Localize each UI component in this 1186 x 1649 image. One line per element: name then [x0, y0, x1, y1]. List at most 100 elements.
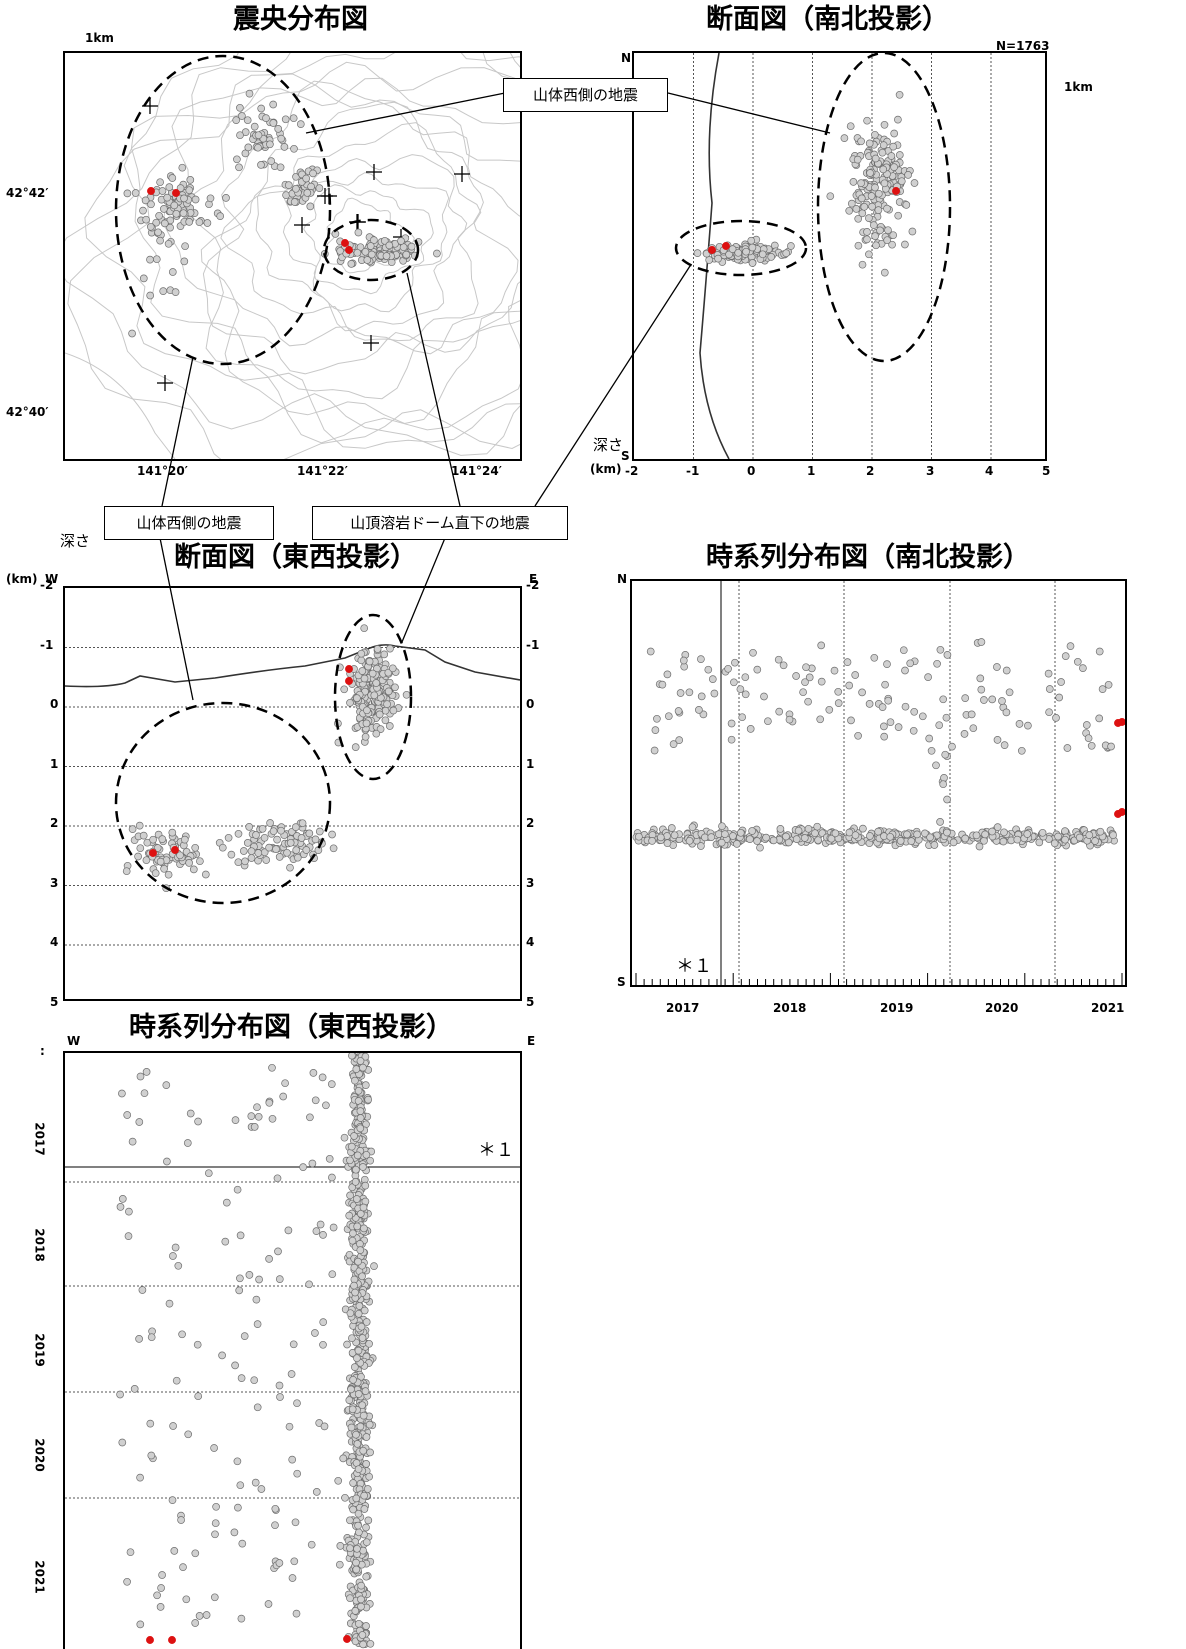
- contour-line: [202, 80, 520, 375]
- quake-marker: [358, 1401, 367, 1410]
- quake-marker: [792, 835, 801, 843]
- quake-marker: [913, 830, 921, 839]
- quake-marker: [347, 1385, 355, 1394]
- quake-marker: [1082, 721, 1091, 729]
- quake-marker: [279, 1092, 288, 1101]
- quake-marker: [695, 706, 703, 714]
- quake-marker: [869, 221, 878, 229]
- quake-marker: [1096, 827, 1105, 836]
- quake-marker: [352, 1065, 361, 1073]
- quake-marker: [874, 189, 883, 198]
- quake-marker: [311, 1096, 320, 1105]
- ts-ns-year-2017: 2017: [666, 1001, 700, 1015]
- quake-marker: [346, 1544, 354, 1553]
- quake-marker: [764, 717, 772, 726]
- quake-marker: [235, 1286, 244, 1295]
- quake-marker: [865, 214, 873, 222]
- quake-marker: [257, 104, 266, 113]
- quake-marker: [699, 710, 708, 719]
- quake-marker: [288, 1455, 297, 1464]
- quake-marker: [849, 178, 858, 186]
- quake-marker: [779, 661, 788, 670]
- map-lat-label-1: 42°42′: [6, 186, 49, 200]
- ts-ns-plot: [632, 581, 1125, 985]
- quake-marker: [1095, 714, 1104, 723]
- quake-marker: [168, 268, 177, 276]
- quake-marker: [331, 230, 340, 238]
- ew-unit-label: (km): [6, 572, 38, 586]
- quake-marker: [287, 1370, 296, 1378]
- quake-marker: [254, 849, 263, 857]
- quake-marker: [386, 644, 394, 653]
- quake-marker: [760, 692, 768, 701]
- quake-marker: [362, 719, 371, 728]
- map-lon-label-1: 141°20′: [137, 464, 188, 478]
- quake-marker: [149, 835, 157, 844]
- ew-section-title: 断面図（東西投影）: [174, 542, 417, 573]
- quake-marker: [981, 830, 989, 839]
- quake-marker: [195, 218, 204, 227]
- quake-marker: [292, 846, 301, 854]
- quake-marker: [276, 1393, 284, 1401]
- quake-marker: [299, 1163, 307, 1171]
- ew-depth-tick-left: 3: [50, 875, 59, 890]
- quake-marker: [708, 675, 717, 683]
- ns-tick-5: 5: [1042, 464, 1051, 478]
- quake-marker: [352, 1565, 361, 1574]
- quake-marker: [830, 666, 839, 675]
- quake-marker: [276, 163, 285, 172]
- quake-marker: [341, 1493, 349, 1502]
- quake-marker: [135, 1335, 143, 1343]
- quake-marker: [782, 832, 790, 841]
- quake-marker: [250, 1376, 259, 1385]
- quake-marker: [363, 706, 371, 715]
- quake-marker: [977, 685, 986, 694]
- quake-marker: [363, 1485, 372, 1493]
- ts-ns-title: 時系列分布図（南北投影）: [706, 542, 1030, 573]
- quake-marker: [320, 1422, 329, 1431]
- quake-marker: [156, 1603, 165, 1611]
- quake-marker: [738, 713, 747, 722]
- ts-ew-note: ＊１: [478, 1140, 514, 1161]
- quake-marker: [258, 824, 267, 833]
- quake-marker: [903, 830, 911, 839]
- quake-marker: [1017, 746, 1026, 755]
- ew-depth-tick-right: 3: [526, 875, 535, 890]
- quake-marker: [361, 732, 370, 741]
- recent-event-marker: [345, 677, 353, 685]
- quake-marker: [136, 844, 145, 853]
- quake-marker: [318, 839, 326, 848]
- quake-marker: [370, 691, 379, 700]
- ew-depth-tick-right: -2: [526, 578, 540, 592]
- quake-marker: [280, 143, 289, 151]
- quake-marker: [866, 832, 874, 840]
- quake-marker: [884, 226, 892, 235]
- quake-marker: [357, 649, 366, 658]
- quake-marker: [356, 1209, 365, 1218]
- quake-marker: [402, 690, 411, 699]
- quake-marker: [1015, 720, 1024, 728]
- quake-marker: [894, 115, 902, 124]
- quake-marker: [224, 833, 233, 842]
- quake-marker: [128, 329, 136, 338]
- recent-event-marker: [345, 665, 353, 673]
- quake-marker: [866, 169, 874, 177]
- quake-marker: [816, 715, 825, 724]
- quake-marker: [186, 1109, 195, 1118]
- ts-ns-year-2018: 2018: [773, 1001, 807, 1015]
- quake-marker: [311, 1329, 319, 1337]
- quake-marker: [146, 222, 155, 231]
- quake-marker: [266, 140, 274, 149]
- quake-marker: [290, 144, 298, 153]
- quake-marker: [729, 832, 737, 840]
- quake-marker: [840, 134, 849, 142]
- quake-marker: [210, 1444, 218, 1452]
- ns-section-frame: [632, 51, 1047, 461]
- quake-marker: [801, 678, 809, 687]
- quake-marker: [356, 1057, 365, 1065]
- contour-line: [65, 53, 520, 456]
- quake-marker: [733, 840, 741, 848]
- ew-section-frame: [63, 586, 522, 1001]
- quake-marker: [158, 835, 167, 843]
- quake-marker: [286, 838, 295, 847]
